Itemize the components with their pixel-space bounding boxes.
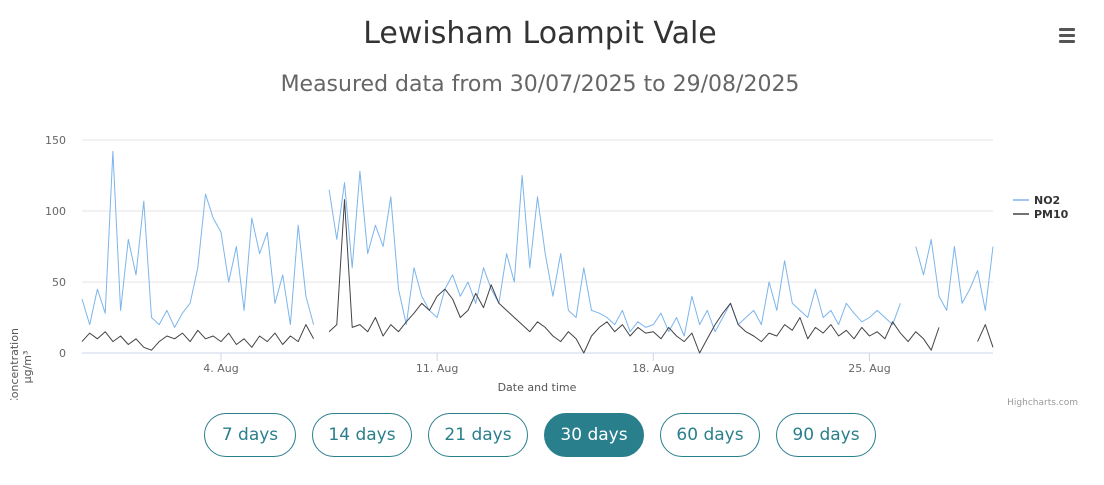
y-axis: 0 50 100 150 <box>45 134 66 360</box>
x-axis-title: Date and time <box>498 381 577 394</box>
y-tick-label: 150 <box>45 134 66 147</box>
range-button-21-days[interactable]: 21 days <box>428 413 528 457</box>
range-button-14-days[interactable]: 14 days <box>312 413 412 457</box>
x-tick-label: 4. Aug <box>203 362 238 375</box>
hamburger-menu-icon[interactable] <box>1052 22 1082 48</box>
y-tick-label: 0 <box>59 347 66 360</box>
range-button-7-days[interactable]: 7 days <box>204 413 296 457</box>
legend-label: NO2 <box>1034 194 1060 207</box>
range-button-90-days[interactable]: 90 days <box>776 413 876 457</box>
y-axis-unit: µg/m³ <box>21 351 34 384</box>
series-line-no2[interactable] <box>81 150 994 337</box>
x-tick-label: 18. Aug <box>632 362 674 375</box>
x-tick-label: 25. Aug <box>848 362 890 375</box>
x-axis: 4. Aug 11. Aug 18. Aug 25. Aug <box>203 353 891 375</box>
legend-item-no2[interactable]: NO2 <box>1013 194 1060 207</box>
series-group <box>81 150 994 354</box>
series-line-pm10[interactable] <box>81 199 994 354</box>
credits-link[interactable]: Highcharts.com <box>1007 398 1078 408</box>
y-tick-label: 100 <box>45 205 66 218</box>
y-tick-label: 50 <box>52 276 66 289</box>
menu-bar <box>1059 33 1075 37</box>
menu-bar <box>1059 27 1075 31</box>
x-tick-label: 11. Aug <box>416 362 458 375</box>
chart-title: Lewisham Loampit Vale <box>363 16 717 51</box>
legend-label: PM10 <box>1034 208 1069 221</box>
menu-bar <box>1059 39 1075 43</box>
range-button-30-days[interactable]: 30 days <box>544 413 644 457</box>
grid-lines <box>82 139 993 354</box>
chart-svg: 0 50 100 150 4. Aug 11. Aug 18. Aug 25. Aug NO… <box>8 134 1069 400</box>
range-button-60-days[interactable]: 60 days <box>660 413 760 457</box>
chart-subtitle: Measured data from 30/07/2025 to 29/08/2… <box>280 72 800 97</box>
y-axis-title: Concentration <box>8 328 21 400</box>
legend-item-pm10[interactable]: PM10 <box>1013 208 1069 221</box>
range-button-bar: 7 days 14 days 21 days 30 days 60 days 90 day… <box>204 413 876 457</box>
